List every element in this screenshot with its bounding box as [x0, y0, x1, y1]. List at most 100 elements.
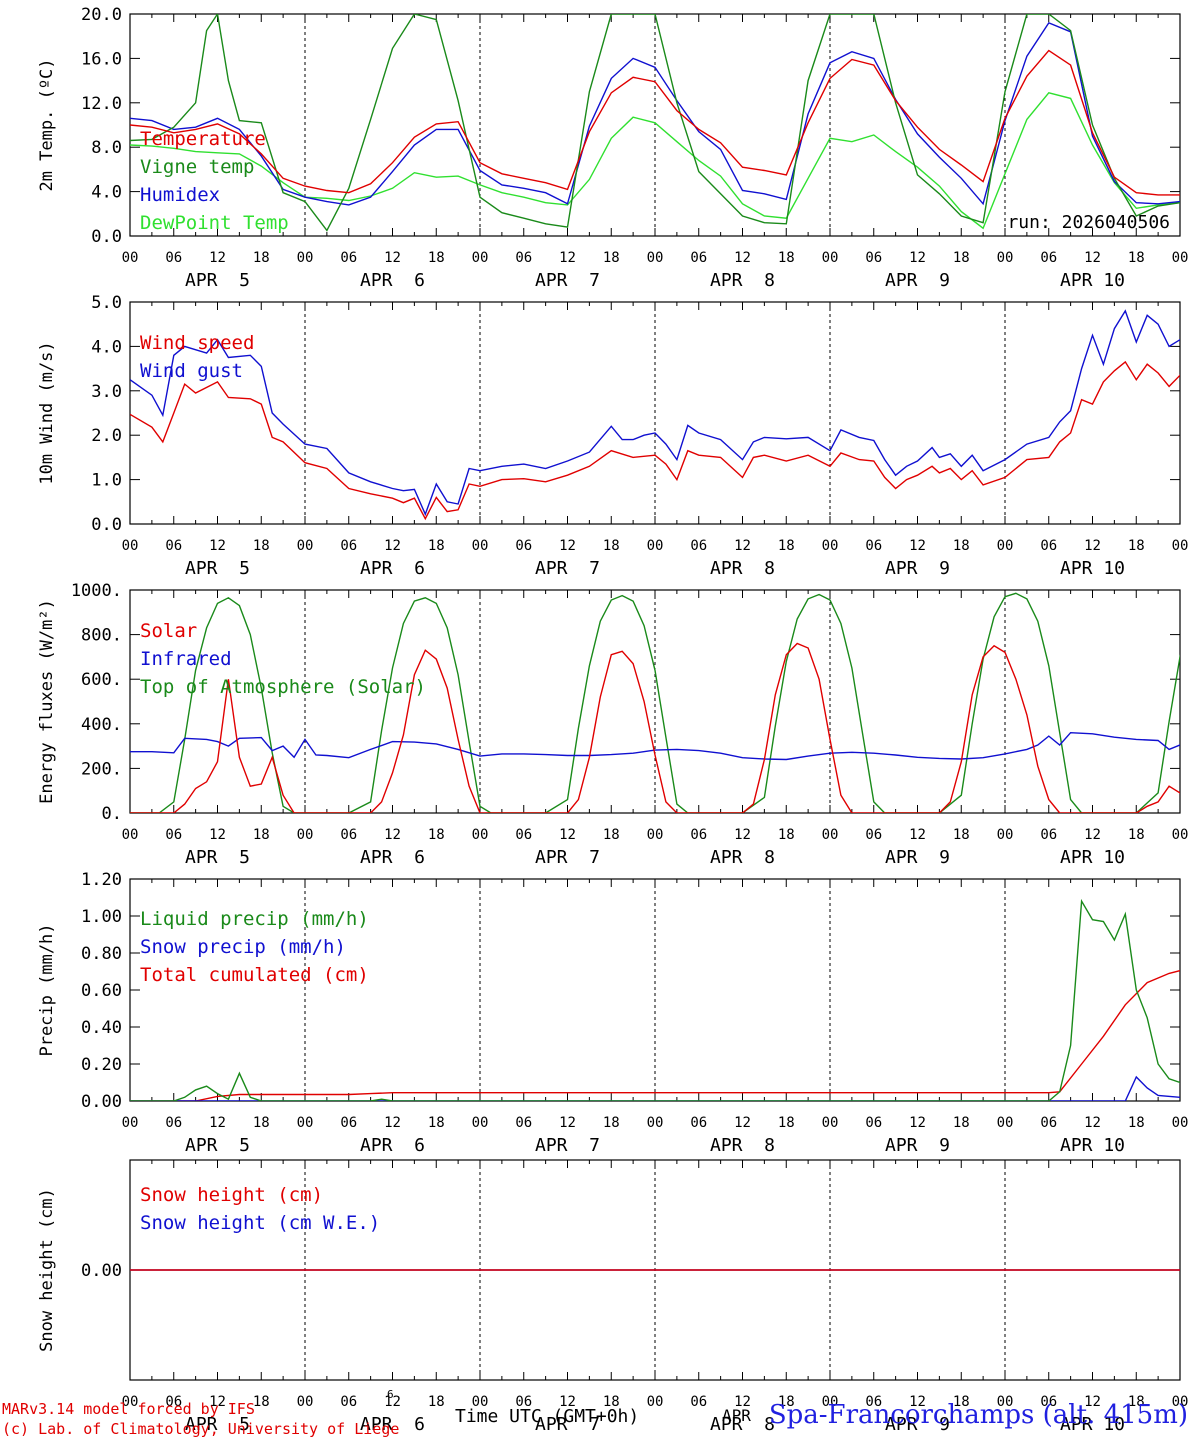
x-hour-label: 06: [1040, 1394, 1057, 1410]
x-hour-label: 18: [603, 538, 620, 554]
y-tick-label: 0.00: [81, 1261, 122, 1281]
footer-month: APR: [722, 1406, 751, 1425]
x-hour-label: 00: [122, 250, 139, 266]
x-hour-label: 18: [1128, 1394, 1145, 1410]
x-day-label: APR 10: [1060, 270, 1125, 291]
x-hour-label: 06: [690, 827, 707, 843]
x-hour-label: 18: [778, 250, 795, 266]
y-tick-label: 0.0: [91, 515, 122, 535]
y-tick-label: 1.20: [81, 870, 122, 890]
y-tick-label: 400.: [81, 715, 122, 735]
x-hour-label: 18: [603, 1115, 620, 1131]
x-hour-label: 00: [472, 538, 489, 554]
x-day-label: APR 10: [1060, 1414, 1125, 1435]
x-hour-label: 00: [297, 827, 314, 843]
x-day-label: APR 6: [360, 270, 425, 291]
legend-wind-speed: Wind speed: [140, 332, 254, 354]
x-hour-label: 06: [340, 1115, 357, 1131]
x-hour-label: 00: [1172, 1115, 1189, 1131]
y-axis-label: 10m Wind (m/s): [37, 341, 57, 484]
x-hour-label: 00: [122, 827, 139, 843]
legend-top-of-atmosphere-solar-: Top of Atmosphere (Solar): [140, 676, 426, 698]
run-label: run: 2026040506: [1007, 212, 1170, 233]
x-hour-label: 18: [778, 827, 795, 843]
legend-vigne-temp: Vigne temp: [140, 156, 254, 178]
series-solar: [130, 642, 1180, 813]
y-tick-label: 0.20: [81, 1055, 122, 1075]
x-hour-label: 12: [734, 827, 751, 843]
x-day-label: APR 8: [710, 558, 775, 579]
x-hour-label: 06: [515, 538, 532, 554]
x-hour-label: 12: [559, 538, 576, 554]
x-hour-label: 06: [165, 538, 182, 554]
x-hour-label: 06: [690, 250, 707, 266]
y-tick-label: 8.0: [91, 138, 122, 158]
legend-humidex: Humidex: [140, 184, 220, 206]
x-hour-label: 06: [340, 827, 357, 843]
x-hour-label: 12: [734, 1394, 751, 1410]
series-snow-precip-mm-h-: [130, 1075, 1180, 1101]
x-hour-label: 18: [953, 538, 970, 554]
x-hour-label: 00: [122, 1394, 139, 1410]
x-hour-label: 12: [734, 1115, 751, 1131]
x-hour-label: 12: [384, 1115, 401, 1131]
x-hour-label: 00: [647, 1115, 664, 1131]
x-hour-label: 12: [559, 1115, 576, 1131]
x-day-label: APR 7: [535, 558, 600, 579]
x-hour-label: 00: [997, 1394, 1014, 1410]
series-temperature: [130, 49, 1180, 196]
x-hour-label: 12: [909, 538, 926, 554]
x-hour-label: 00: [1172, 250, 1189, 266]
x-hour-label: 06: [340, 1394, 357, 1410]
x-hour-label: 00: [822, 538, 839, 554]
x-hour-label: 06: [340, 250, 357, 266]
x-hour-label: 06: [165, 1115, 182, 1131]
x-hour-label: 00: [122, 538, 139, 554]
y-axis-label: Energy fluxes (W/m²): [37, 599, 57, 804]
y-tick-label: 1.00: [81, 907, 122, 927]
model-credit-line2: (c) Lab. of Climatology, University of L…: [2, 1420, 400, 1438]
x-hour-label: 18: [253, 1115, 270, 1131]
x-hour-label: 12: [559, 827, 576, 843]
x-day-label: APR 9: [885, 1414, 950, 1435]
legend-liquid-precip-mm-h-: Liquid precip (mm/h): [140, 908, 369, 930]
y-tick-label: 0.0: [91, 227, 122, 247]
x-hour-label: 12: [1084, 250, 1101, 266]
x-hour-label: 06: [1040, 1115, 1057, 1131]
x-day-label: APR 6: [360, 1135, 425, 1156]
y-tick-label: 12.0: [81, 94, 122, 114]
x-hour-label: 18: [603, 1394, 620, 1410]
x-hour-label: 12: [1084, 538, 1101, 554]
x-hour-label: 00: [297, 250, 314, 266]
y-tick-label: 0.: [102, 804, 122, 824]
x-hour-label: 12: [909, 250, 926, 266]
x-hour-label: 18: [1128, 827, 1145, 843]
x-hour-label: 18: [428, 250, 445, 266]
x-hour-label: 18: [953, 827, 970, 843]
x-hour-label: 12: [384, 1394, 401, 1410]
x-day-label: APR 5: [185, 558, 250, 579]
y-tick-label: 5.0: [91, 293, 122, 313]
series-vigne-temp: [130, 14, 1180, 232]
x-hour-label: 00: [647, 1394, 664, 1410]
x-day-label: APR 5: [185, 1414, 250, 1435]
y-tick-label: 4.0: [91, 183, 122, 203]
series-infrared: [130, 731, 1180, 761]
x-hour-label: 00: [297, 538, 314, 554]
x-hour-label: 18: [428, 827, 445, 843]
legend-wind-gust: Wind gust: [140, 360, 243, 382]
x-hour-label: 00: [822, 1394, 839, 1410]
y-tick-label: 4.0: [91, 337, 122, 357]
y-tick-label: 200.: [81, 759, 122, 779]
x-hour-label: 12: [909, 827, 926, 843]
series-liquid-precip-mm-h-: [130, 898, 1180, 1101]
x-hour-label: 18: [603, 250, 620, 266]
series-wind-speed: [130, 360, 1180, 521]
x-hour-label: 06: [690, 1394, 707, 1410]
x-hour-label: 00: [1172, 538, 1189, 554]
legend-snow-height-cm-w-e-: Snow height (cm W.E.): [140, 1212, 380, 1234]
x-hour-label: 06: [1040, 250, 1057, 266]
x-hour-label: 18: [428, 1115, 445, 1131]
x-day-label: APR 7: [535, 270, 600, 291]
y-tick-label: 20.0: [81, 5, 122, 25]
